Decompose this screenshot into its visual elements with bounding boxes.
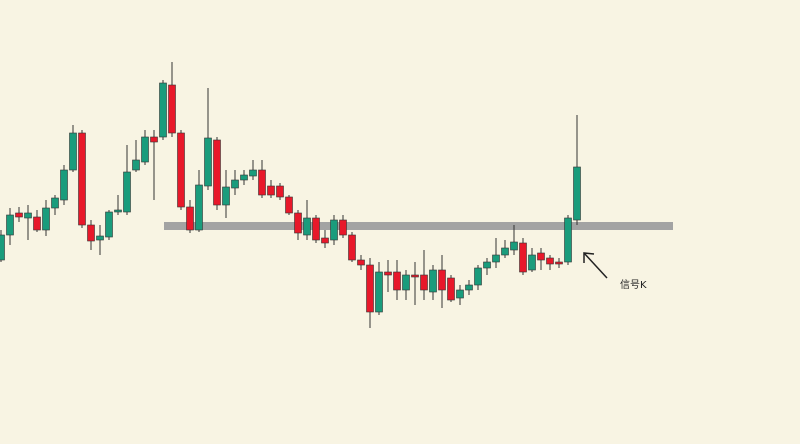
candle-body xyxy=(348,234,356,261)
candle-body xyxy=(456,289,464,299)
candle-body xyxy=(312,217,320,241)
candle-body xyxy=(0,234,5,261)
candle-body xyxy=(231,179,239,189)
candle-body xyxy=(303,217,311,236)
candle-body xyxy=(204,137,212,187)
candle-body xyxy=(375,271,383,313)
candle-body xyxy=(438,269,446,291)
candle-body xyxy=(114,209,122,213)
candle-body xyxy=(573,166,581,221)
candle-body xyxy=(105,211,113,238)
candle-body xyxy=(564,217,572,263)
support-level xyxy=(164,222,673,230)
candle-body xyxy=(285,196,293,214)
candle-body xyxy=(357,259,365,266)
candle-body xyxy=(69,132,77,171)
candle-body xyxy=(240,174,248,181)
candle-body xyxy=(501,247,509,256)
candle-body xyxy=(447,277,455,301)
candle-body xyxy=(78,132,86,226)
candle-body xyxy=(411,274,419,278)
candle-body xyxy=(420,274,428,291)
candle-body xyxy=(537,252,545,261)
candle-body xyxy=(276,185,284,198)
candle-body xyxy=(384,271,392,276)
candle-body xyxy=(330,219,338,241)
candle-body xyxy=(213,139,221,206)
candle-body xyxy=(150,136,158,143)
candle-body xyxy=(141,136,149,163)
candle-body xyxy=(177,132,185,208)
candle-body xyxy=(393,271,401,291)
candle-body xyxy=(474,267,482,286)
candle-body xyxy=(123,171,131,213)
candle-body xyxy=(465,284,473,291)
candle-body xyxy=(24,212,32,219)
candle-body xyxy=(519,242,527,273)
candle-body xyxy=(492,254,500,263)
candle-body xyxy=(33,216,41,231)
candle-body xyxy=(267,185,275,196)
candle-body xyxy=(402,274,410,291)
arrow xyxy=(583,252,608,279)
candle-body xyxy=(6,214,14,236)
candle-body xyxy=(222,186,230,206)
candle-body xyxy=(87,224,95,242)
annotation: 信号K xyxy=(620,279,647,291)
candle-body xyxy=(510,241,518,251)
candle-body xyxy=(51,197,59,209)
candle-body xyxy=(168,84,176,134)
candle-body xyxy=(186,206,194,231)
candle-body xyxy=(96,235,104,241)
candle-body xyxy=(546,257,554,265)
candle-body xyxy=(60,169,68,201)
candle-body xyxy=(249,169,257,177)
candle-body xyxy=(159,82,167,138)
candle-body xyxy=(339,219,347,236)
candle-body xyxy=(294,212,302,234)
candle-body xyxy=(483,261,491,269)
candle-body xyxy=(42,207,50,231)
candle-body xyxy=(132,159,140,171)
candle-body xyxy=(555,261,563,265)
candle-body xyxy=(429,269,437,293)
candle-body xyxy=(258,169,266,196)
candle-body xyxy=(15,212,23,218)
candle-body xyxy=(195,184,203,231)
candle-body xyxy=(321,237,329,244)
candle-body xyxy=(528,254,536,271)
candle-body xyxy=(366,264,374,313)
